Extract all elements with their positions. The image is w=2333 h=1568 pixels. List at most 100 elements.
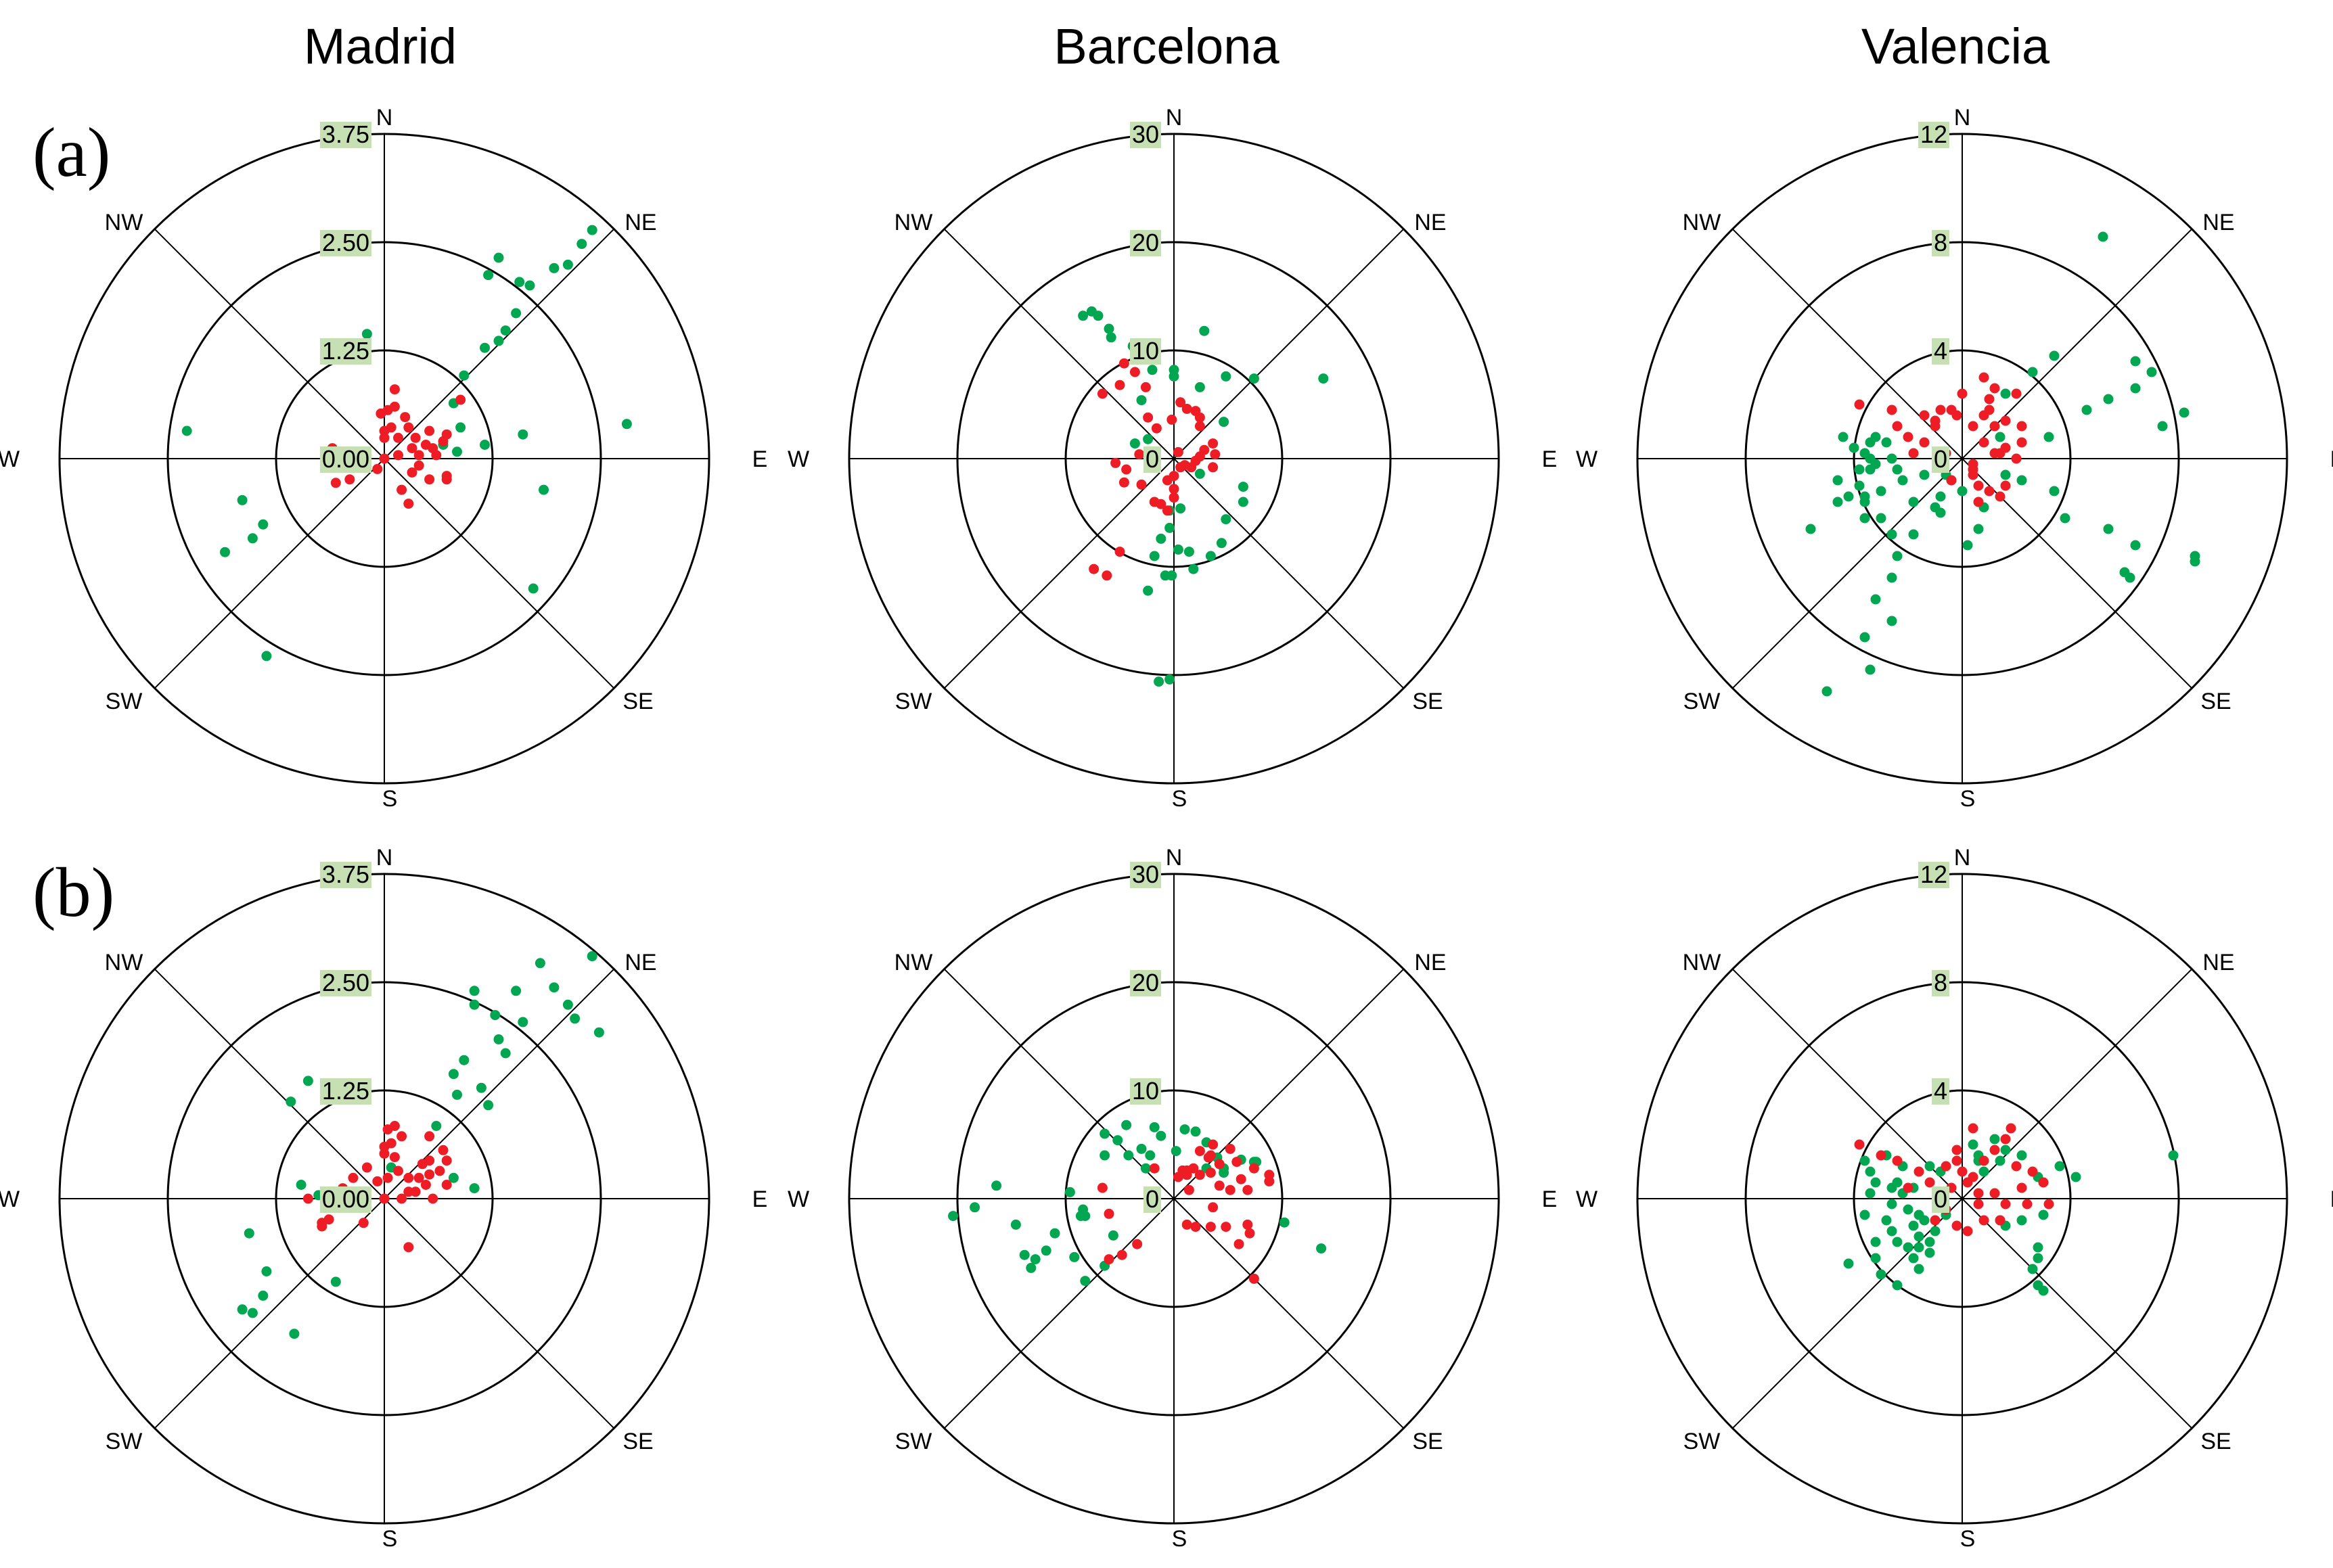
series-green: [1078, 306, 1329, 687]
data-point: [452, 446, 462, 457]
data-point: [2022, 1199, 2033, 1209]
data-point: [441, 1155, 452, 1166]
data-point: [424, 1131, 435, 1142]
data-point: [1870, 594, 1881, 605]
radial-tick-label: 2.50: [322, 229, 369, 256]
data-point: [518, 429, 528, 440]
data-point: [1968, 1139, 1978, 1150]
tick-label-background: [1918, 122, 1949, 148]
data-point: [286, 1097, 296, 1107]
data-point: [1892, 551, 1903, 561]
data-point: [1190, 406, 1201, 417]
data-point: [1194, 1146, 1205, 1157]
data-point: [403, 1186, 414, 1197]
data-point: [1143, 585, 1154, 596]
data-point: [1892, 1155, 1903, 1166]
direction-label-s: S: [1960, 786, 1976, 812]
data-point: [1064, 1186, 1075, 1197]
polar-panel-madrid-b: N NE E SE S SW W NW 3.75 2.50 1.25 0.00: [0, 845, 767, 1552]
direction-spoke-3: [943, 228, 1405, 689]
data-point: [1876, 486, 1886, 497]
data-point: [459, 370, 470, 381]
data-point: [1244, 1228, 1255, 1239]
data-point: [1978, 1215, 1989, 1226]
data-point: [389, 1152, 400, 1163]
data-point: [1164, 522, 1175, 533]
data-point: [397, 1131, 407, 1142]
data-point: [1984, 486, 1995, 497]
data-point: [393, 450, 403, 461]
data-point: [2016, 475, 2027, 486]
data-point: [1995, 432, 2006, 442]
direction-label-w: W: [0, 1186, 20, 1212]
data-point: [1238, 497, 1248, 507]
data-point: [476, 1082, 486, 1093]
direction-spoke-3: [943, 968, 1405, 1429]
data-point: [1908, 448, 1919, 459]
data-point: [1957, 1166, 1968, 1177]
data-point: [1924, 1161, 1935, 1172]
data-point: [1219, 417, 1229, 428]
data-point: [1886, 1199, 1897, 1209]
data-point: [1854, 480, 1865, 491]
data-point: [1199, 444, 1210, 455]
direction-label-w: W: [1576, 1186, 1598, 1212]
data-point: [1930, 421, 1941, 432]
data-point: [570, 1013, 581, 1024]
data-point: [358, 1218, 369, 1228]
tick-label-background: [319, 1186, 371, 1213]
data-point: [1248, 1163, 1259, 1174]
direction-label-nw: NW: [105, 950, 143, 975]
data-point: [459, 1055, 470, 1065]
radial-tick-label: 0: [1146, 1185, 1159, 1213]
data-point: [1236, 1174, 1246, 1184]
data-point: [1968, 1172, 1978, 1182]
data-point: [1924, 1177, 1935, 1188]
series-red: [302, 1121, 452, 1253]
direction-label-sw: SW: [895, 689, 932, 714]
data-point: [2168, 1150, 2179, 1161]
data-point: [361, 329, 372, 340]
data-point: [413, 450, 424, 461]
data-point: [1886, 1182, 1897, 1193]
data-point: [361, 1162, 372, 1173]
data-point: [1832, 475, 1843, 486]
data-point: [1171, 1146, 1181, 1157]
direction-label-nw: NW: [1683, 210, 1721, 235]
data-point: [1225, 1143, 1236, 1154]
data-point: [1049, 1228, 1060, 1239]
data-point: [1214, 1159, 1225, 1170]
data-point: [1238, 482, 1248, 492]
data-point: [528, 583, 539, 594]
data-point: [1121, 464, 1132, 475]
data-point: [289, 1329, 300, 1339]
data-point: [1973, 1188, 1984, 1199]
data-point: [261, 651, 272, 662]
data-point: [1114, 379, 1125, 390]
tick-label-background: [1129, 338, 1161, 365]
radial-tick-label: 4: [1934, 337, 1947, 365]
data-point: [244, 1228, 254, 1239]
data-point: [1946, 405, 1957, 415]
data-point: [420, 440, 431, 450]
direction-label-ne: NE: [625, 210, 656, 235]
data-point: [1978, 1166, 1989, 1177]
data-point: [1188, 563, 1199, 574]
radial-tick-label: 3.75: [322, 860, 369, 888]
data-point: [379, 1193, 390, 1204]
series-red: [1089, 358, 1221, 581]
data-point: [1205, 1168, 1216, 1178]
data-point: [1908, 1220, 1919, 1231]
data-point: [1164, 674, 1175, 685]
data-point: [1221, 514, 1231, 525]
data-point: [330, 478, 341, 488]
data-point: [1978, 437, 1989, 448]
data-point: [1968, 421, 1978, 432]
radial-tick-label: 0: [1146, 445, 1159, 473]
data-point: [1935, 507, 1946, 518]
data-point: [2006, 1123, 2016, 1134]
radial-tick-label: 12: [1920, 120, 1947, 148]
data-point: [258, 1290, 269, 1301]
data-point: [1859, 448, 1870, 459]
data-point: [1106, 332, 1116, 343]
